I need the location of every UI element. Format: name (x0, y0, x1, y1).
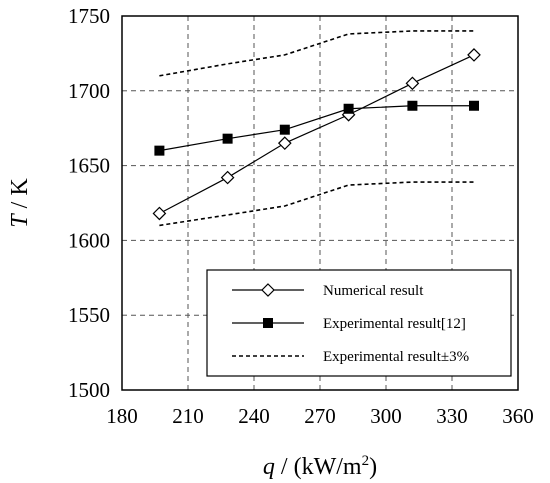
series-layer (152, 30, 481, 227)
y-tick-label: 1550 (68, 303, 110, 327)
legend: Numerical result Experimental result[12] E… (206, 269, 512, 377)
y-axis-label: T / K (7, 178, 33, 228)
data-point-diamond (220, 170, 235, 185)
y-tick-label: 1750 (68, 4, 110, 28)
legend-item: Experimental result±3% (232, 349, 469, 365)
x-tick-label: 180 (106, 404, 138, 428)
x-tick-label: 360 (502, 404, 534, 428)
series-2 (154, 100, 479, 156)
x-axis-label: q / (kW/m2) (263, 453, 377, 480)
data-point-square (343, 103, 354, 114)
y-tick-label: 1650 (68, 154, 110, 178)
x-tick-label: 270 (304, 404, 336, 428)
data-point-diamond (261, 283, 275, 297)
series-line (159, 181, 474, 227)
x-tick-label: 240 (238, 404, 270, 428)
series-1 (152, 48, 481, 221)
series-4 (159, 181, 474, 227)
series-line (159, 30, 474, 77)
plot-frame (121, 15, 519, 391)
y-tick-label: 1700 (68, 79, 110, 103)
data-point-diamond (277, 136, 292, 151)
series-line (159, 54, 475, 215)
tick-labels: 180 210 240 270 300 330 360 1500 1550 1600 1650 170… (68, 4, 534, 428)
x-tick-label: 330 (436, 404, 468, 428)
x-tick-label: 210 (172, 404, 204, 428)
legend-item: Numerical result (232, 283, 424, 299)
data-point-square (407, 100, 418, 111)
data-point-square (154, 145, 165, 156)
series-3 (159, 30, 474, 77)
data-point-diamond (467, 48, 481, 62)
legend-label: Numerical result (323, 283, 424, 299)
x-tick-label: 300 (370, 404, 402, 428)
series-line (159, 105, 474, 152)
data-point-square (279, 124, 290, 135)
data-point-square (222, 133, 233, 144)
y-tick-label: 1500 (68, 378, 110, 402)
legend-label: Experimental result±3% (323, 349, 469, 365)
data-point-square (263, 318, 273, 328)
legend-item: Experimental result[12] (232, 316, 466, 332)
data-point-diamond (152, 206, 167, 221)
y-tick-label: 1600 (68, 228, 110, 252)
data-point-diamond (405, 76, 420, 91)
legend-label: Experimental result[12] (323, 316, 466, 332)
data-point-square (469, 100, 479, 111)
